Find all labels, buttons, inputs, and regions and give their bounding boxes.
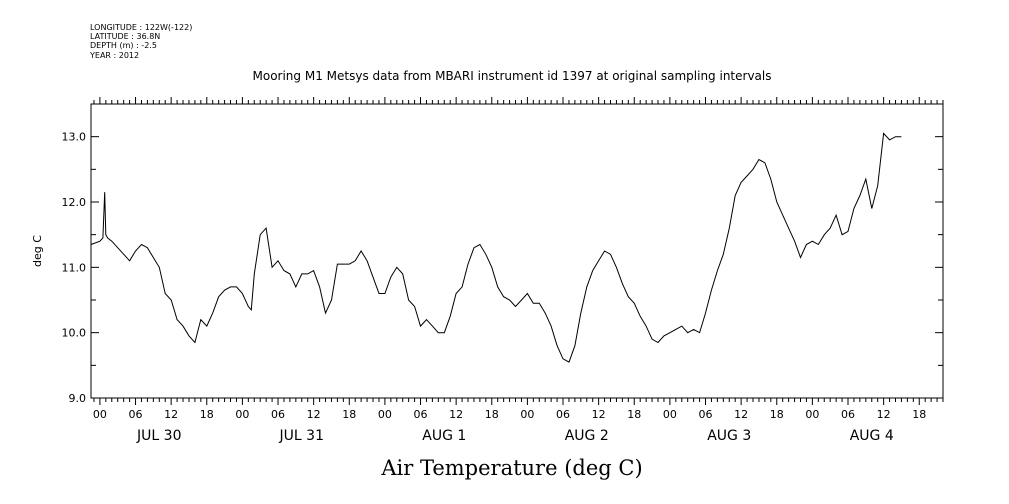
meta-depth: DEPTH (m) : -2.5 xyxy=(90,41,157,50)
day-labels: JUL 30 JUL 31 AUG 1 AUG 2 AUG 3 AUG 4 xyxy=(136,428,894,444)
hour-tick-label: 06 xyxy=(129,408,143,421)
day-label: AUG 1 xyxy=(422,428,466,444)
y-tick-label: 9.0 xyxy=(69,392,87,405)
meta-longitude: LONGITUDE : 122W(-122) xyxy=(90,23,192,32)
day-label: AUG 4 xyxy=(850,428,894,444)
y-axis: 9.0 10.0 11.0 12.0 13.0 xyxy=(62,103,943,405)
y-tick-label: 10.0 xyxy=(62,327,87,340)
y-tick-label: 11.0 xyxy=(62,261,87,274)
x-axis xyxy=(93,97,944,405)
meta-year: YEAR : 2012 xyxy=(89,51,139,60)
hour-tick-label: 00 xyxy=(235,408,249,421)
hour-tick-label: 00 xyxy=(378,408,392,421)
hour-tick-label: 00 xyxy=(520,408,534,421)
day-label: JUL 31 xyxy=(279,428,324,444)
hour-tick-labels: 00 06 12 18 00 06 12 18 00 06 12 18 00 06 12 18 00 06 12 18… xyxy=(93,408,926,421)
plot-frame xyxy=(90,103,944,399)
hour-tick-label: 18 xyxy=(770,408,784,421)
day-label: AUG 2 xyxy=(565,428,609,444)
chart-title: Mooring M1 Metsys data from MBARI instru… xyxy=(253,69,772,83)
hour-tick-label: 06 xyxy=(414,408,428,421)
hour-tick-label: 18 xyxy=(200,408,214,421)
hour-tick-label: 18 xyxy=(912,408,926,421)
hour-tick-label: 18 xyxy=(342,408,356,421)
y-tick-label: 13.0 xyxy=(62,131,87,144)
hour-tick-label: 12 xyxy=(307,408,321,421)
hour-tick-label: 06 xyxy=(841,408,855,421)
hour-tick-label: 12 xyxy=(734,408,748,421)
hour-tick-label: 12 xyxy=(877,408,891,421)
hour-tick-label: 12 xyxy=(164,408,178,421)
series-line-air-temperature xyxy=(90,132,902,363)
hour-tick-label: 06 xyxy=(556,408,570,421)
y-axis-label: deg C xyxy=(31,235,44,267)
day-label: AUG 3 xyxy=(707,428,751,444)
day-label: JUL 30 xyxy=(136,428,181,444)
hour-tick-label: 18 xyxy=(485,408,499,421)
metadata-block: LONGITUDE : 122W(-122) LATITUDE : 36.8N … xyxy=(89,23,192,60)
hour-tick-label: 18 xyxy=(627,408,641,421)
x-axis-label: Air Temperature (deg C) xyxy=(380,456,642,480)
hour-tick-label: 00 xyxy=(663,408,677,421)
hour-tick-label: 00 xyxy=(93,408,107,421)
meta-latitude: LATITUDE : 36.8N xyxy=(90,32,160,41)
hour-tick-label: 12 xyxy=(592,408,606,421)
hour-tick-label: 06 xyxy=(699,408,713,421)
hour-tick-label: 06 xyxy=(271,408,285,421)
y-tick-label: 12.0 xyxy=(62,196,87,209)
hour-tick-label: 00 xyxy=(805,408,819,421)
hour-tick-label: 12 xyxy=(449,408,463,421)
